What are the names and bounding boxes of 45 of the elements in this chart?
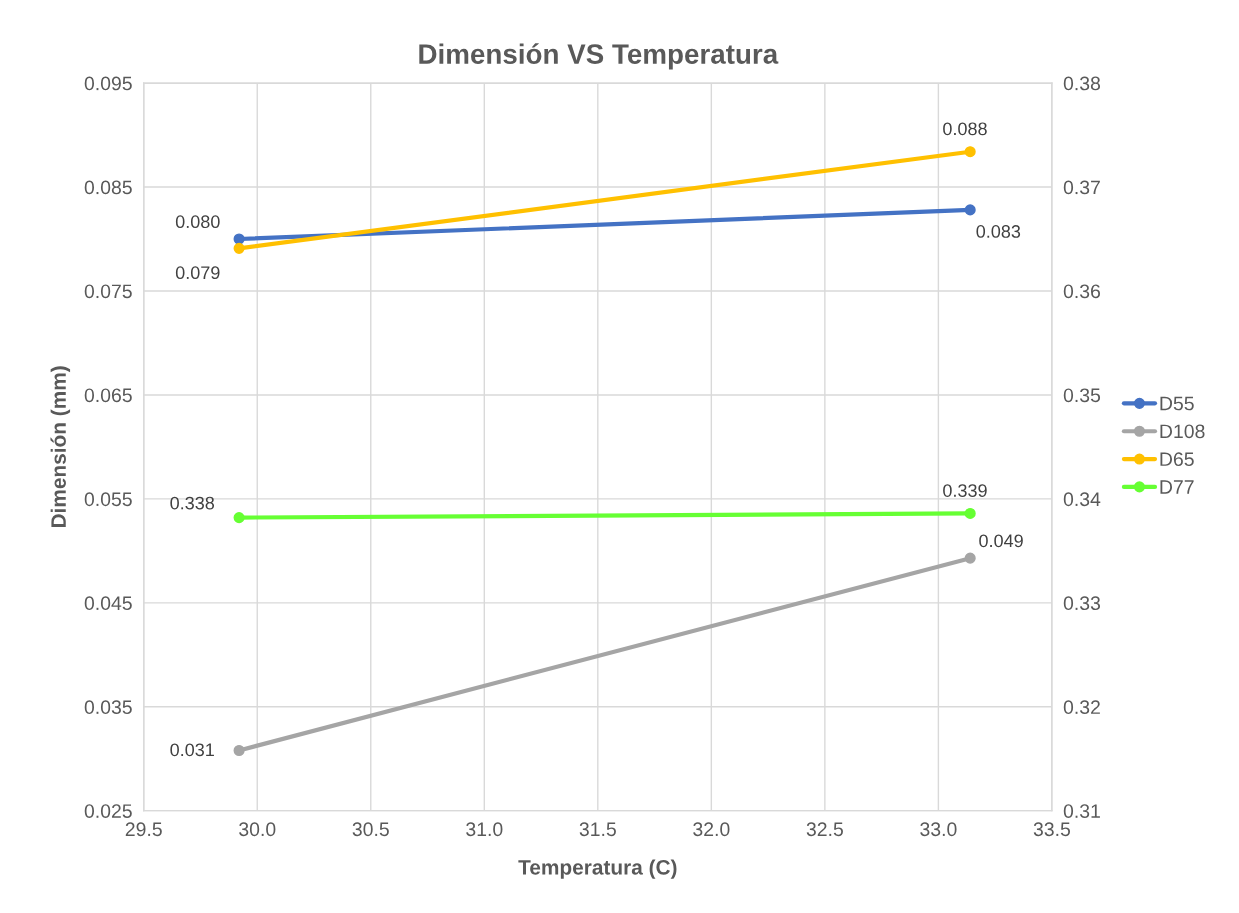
y2-tick-label: 0.32 xyxy=(1063,700,1100,715)
x-tick-label: 32.0 xyxy=(693,822,730,837)
chart-title: Dimensión VS Temperatura xyxy=(419,43,779,70)
data-label: 0.079 xyxy=(175,266,220,280)
y2-tick-label: 0.37 xyxy=(1063,180,1100,195)
y2-tick-label: 0.34 xyxy=(1063,492,1101,507)
x-tick-label: 33.0 xyxy=(920,822,957,837)
y-tick-label: 0.045 xyxy=(84,596,132,611)
point xyxy=(233,744,245,757)
x-tick-label: 32.5 xyxy=(806,822,843,837)
x-tick-label: 30.5 xyxy=(352,822,389,837)
x-tick-label: 30.0 xyxy=(239,822,276,837)
legend-label: D65 xyxy=(1160,452,1194,467)
y2-tick-label: 0.36 xyxy=(1063,284,1101,299)
x-axis-title: Temperatura (C) xyxy=(518,859,677,879)
y-axis-title: Dimensión (mm) xyxy=(50,366,71,528)
y-tick-label: 0.055 xyxy=(84,492,132,507)
x-tick-label: 29.5 xyxy=(125,822,162,837)
y-tick-label: 0.065 xyxy=(84,388,132,403)
y-tick-label: 0.085 xyxy=(84,180,132,195)
data-label: 0.049 xyxy=(979,534,1023,548)
y-tick-label: 0.095 xyxy=(84,76,132,91)
y-tick-label: 0.035 xyxy=(84,700,132,715)
y-tick-label: 0.075 xyxy=(84,284,132,299)
point xyxy=(964,146,976,158)
y2-tick-label: 0.38 xyxy=(1063,76,1101,91)
data-label: 0.338 xyxy=(170,496,215,510)
data-label: 0.080 xyxy=(175,215,220,229)
point xyxy=(233,242,245,254)
point xyxy=(964,552,976,564)
legend-label: D55 xyxy=(1160,396,1194,411)
legend-label: D108 xyxy=(1160,424,1205,439)
data-label: 0.031 xyxy=(170,743,214,757)
data-label: 0.083 xyxy=(976,225,1021,238)
data-label: 0.088 xyxy=(943,122,987,136)
y2-tick-label: 0.31 xyxy=(1063,804,1100,818)
data-label: 0.339 xyxy=(943,484,987,497)
point xyxy=(964,204,976,216)
legend-label: D77 xyxy=(1160,480,1194,494)
x-tick-label: 31.5 xyxy=(579,822,616,837)
x-tick-label: 31.0 xyxy=(466,822,503,837)
y2-tick-label: 0.33 xyxy=(1063,596,1101,611)
x-tick-label: 33.5 xyxy=(1033,822,1071,837)
y2-tick-label: 0.35 xyxy=(1063,388,1101,403)
y-tick-label: 0.025 xyxy=(84,804,132,818)
